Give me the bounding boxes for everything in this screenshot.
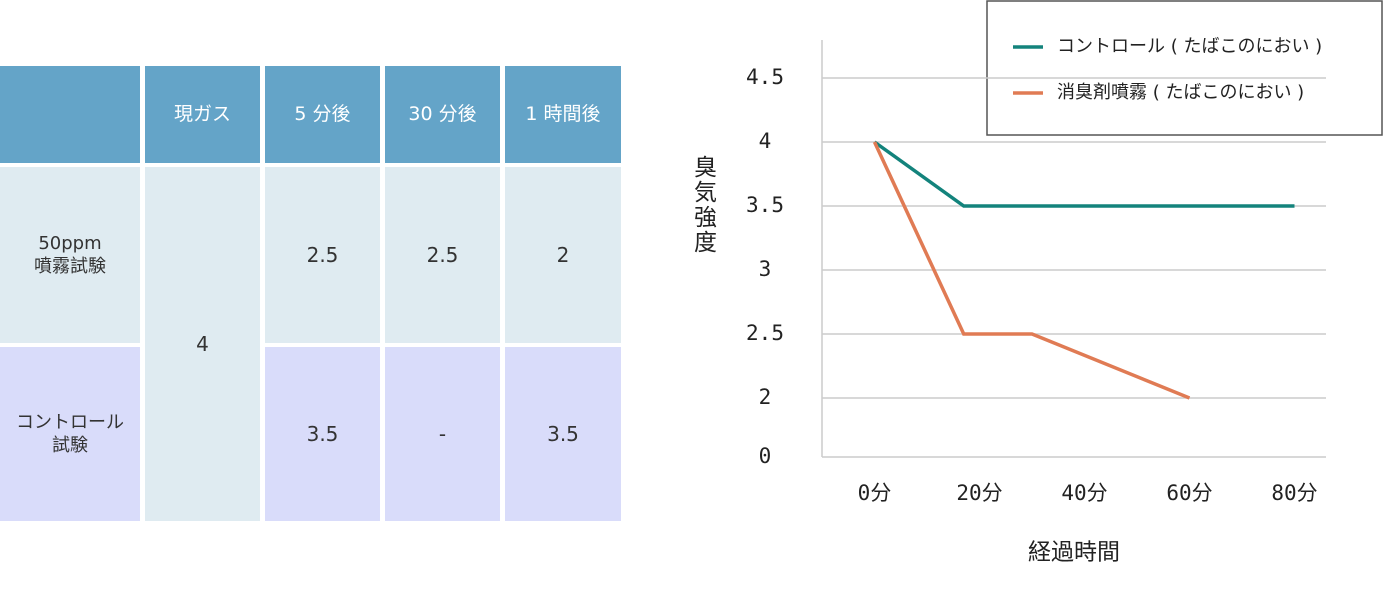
x-tick-label: 40分 bbox=[1061, 481, 1107, 505]
cell-text: 2.5 bbox=[306, 243, 339, 267]
x-tick-label: 0分 bbox=[858, 481, 892, 505]
gas-cell: 4 bbox=[145, 167, 260, 521]
x-tick-label: 60分 bbox=[1166, 481, 1212, 505]
header-cell: 1 時間後 bbox=[505, 66, 621, 163]
header-cell: 5 分後 bbox=[265, 66, 380, 163]
value-cell: 2 bbox=[505, 167, 621, 343]
y-tick-label: 2.5 bbox=[746, 321, 784, 345]
y-tick-label: 0 bbox=[759, 444, 772, 468]
cell-text: 30 分後 bbox=[408, 103, 477, 126]
cell-text: 3.5 bbox=[306, 422, 339, 446]
cell-text: コントロール bbox=[16, 411, 124, 433]
cell-text: 3.5 bbox=[547, 422, 579, 446]
cell-text: 50ppm bbox=[38, 232, 102, 254]
header-cell bbox=[0, 66, 140, 163]
header-cell: 現ガス bbox=[145, 66, 260, 163]
x-tick-label: 20分 bbox=[956, 481, 1002, 505]
y-tick-label: 3 bbox=[759, 257, 772, 281]
cell-text: 噴霧試験 bbox=[34, 256, 106, 277]
value-cell: 2.5 bbox=[385, 167, 500, 343]
cell-text: 4 bbox=[196, 332, 209, 356]
value-cell: - bbox=[385, 347, 500, 521]
cell-text: 2.5 bbox=[426, 243, 459, 267]
y-axis-label: 臭気強度 bbox=[690, 155, 718, 255]
row-label: 50ppm 噴霧試験 bbox=[0, 167, 140, 343]
x-tick-label: 80分 bbox=[1271, 481, 1317, 505]
cell-text: 現ガス bbox=[173, 103, 231, 126]
series-line bbox=[872, 141, 1191, 400]
header-cell: 30 分後 bbox=[385, 66, 500, 163]
value-cell: 3.5 bbox=[505, 347, 621, 521]
value-cell: 3.5 bbox=[265, 347, 380, 521]
row-label: コントロール 試験 bbox=[0, 347, 140, 521]
cell-text: 5 分後 bbox=[294, 103, 351, 126]
x-axis-label: 経過時間 bbox=[1028, 540, 1120, 566]
cell-text: 試験 bbox=[52, 435, 88, 456]
y-tick-label: 2 bbox=[759, 385, 772, 409]
cell-text: 1 時間後 bbox=[525, 103, 601, 126]
legend-box bbox=[986, 0, 1383, 136]
legend-label: 消臭剤噴霧 ( たばこのにおい ) bbox=[1057, 82, 1304, 103]
y-tick-label: 3.5 bbox=[746, 193, 784, 217]
cell-text: 2 bbox=[556, 243, 570, 267]
y-tick-label: 4.5 bbox=[746, 65, 784, 89]
cell-text: - bbox=[438, 422, 447, 446]
value-cell: 2.5 bbox=[265, 167, 380, 343]
series-line bbox=[873, 140, 1295, 208]
legend-label: コントロール ( たばこのにおい ) bbox=[1057, 36, 1322, 57]
y-tick-label: 4 bbox=[759, 129, 772, 153]
